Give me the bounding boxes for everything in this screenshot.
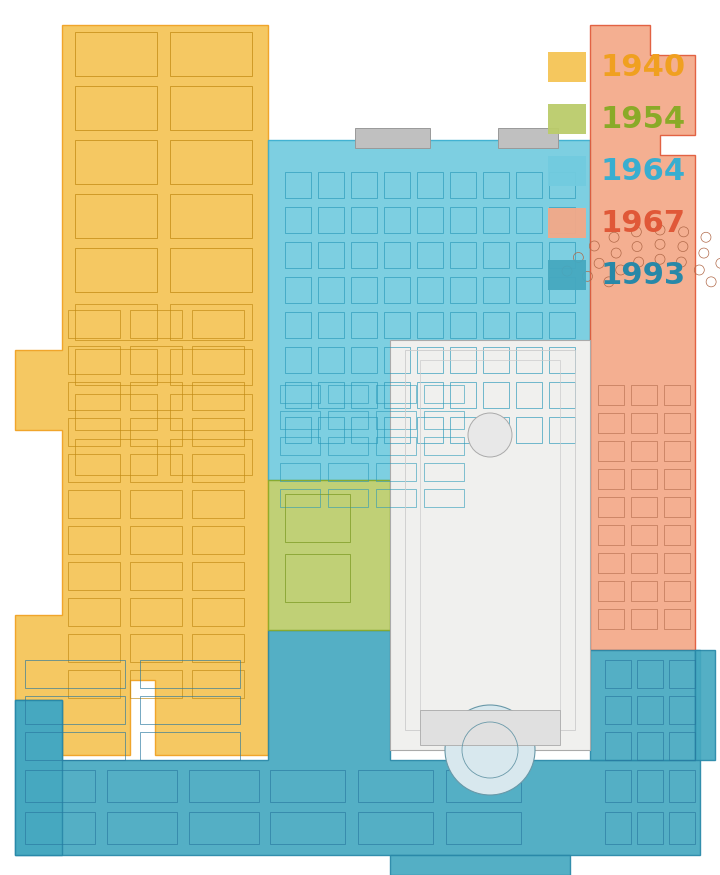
Polygon shape: [420, 710, 560, 745]
Text: 1964: 1964: [600, 157, 685, 186]
Polygon shape: [695, 650, 715, 760]
Text: 1940: 1940: [600, 52, 685, 81]
Circle shape: [445, 705, 535, 795]
Polygon shape: [590, 25, 695, 650]
Polygon shape: [548, 52, 586, 82]
Polygon shape: [15, 700, 62, 855]
Polygon shape: [268, 480, 390, 630]
Text: 1967: 1967: [600, 208, 685, 237]
Polygon shape: [268, 140, 590, 480]
Text: 1993: 1993: [600, 261, 685, 290]
Polygon shape: [548, 104, 586, 134]
Text: 1954: 1954: [600, 104, 685, 134]
Polygon shape: [548, 260, 586, 290]
Polygon shape: [15, 25, 268, 755]
Polygon shape: [548, 156, 586, 186]
Polygon shape: [15, 630, 700, 855]
Polygon shape: [548, 208, 586, 238]
Circle shape: [468, 413, 512, 457]
Polygon shape: [390, 855, 570, 875]
Polygon shape: [498, 128, 558, 148]
Polygon shape: [390, 340, 590, 750]
Polygon shape: [355, 128, 430, 148]
Polygon shape: [590, 650, 695, 760]
